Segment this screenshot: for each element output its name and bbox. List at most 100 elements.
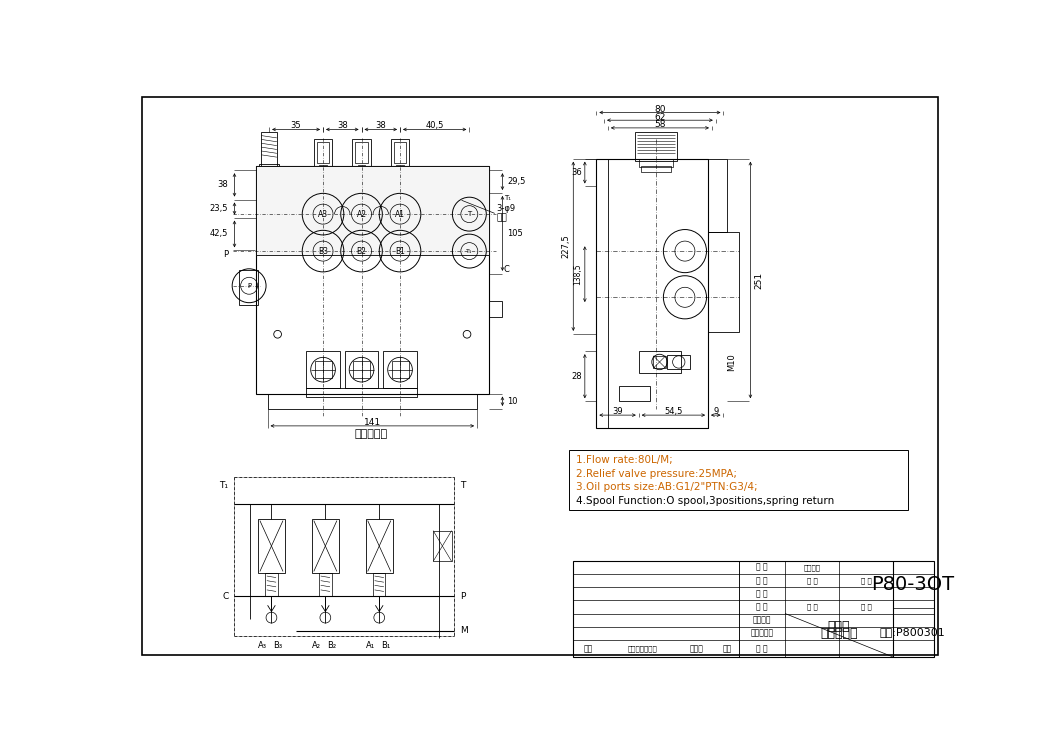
Text: P: P — [223, 250, 229, 259]
Bar — [708, 232, 739, 332]
Text: 比 例: 比 例 — [860, 577, 872, 584]
Bar — [234, 477, 454, 636]
Text: T₁: T₁ — [466, 249, 472, 253]
Bar — [259, 164, 279, 172]
Bar — [708, 159, 727, 232]
Text: 3.Oil ports size:AB:G1/2"PTN:G3/4;: 3.Oil ports size:AB:G1/2"PTN:G3/4; — [575, 483, 757, 492]
Text: 38: 38 — [375, 121, 386, 130]
Bar — [355, 142, 368, 163]
Bar — [394, 142, 406, 163]
Text: 通孔: 通孔 — [496, 214, 507, 223]
Text: 第 里: 第 里 — [860, 603, 872, 610]
Text: 日期: 日期 — [723, 644, 731, 653]
Text: 审 核: 审 核 — [756, 644, 767, 653]
Text: T: T — [467, 211, 471, 217]
Bar — [653, 356, 666, 368]
Text: 1.Flow rate:80L/M;: 1.Flow rate:80L/M; — [575, 454, 672, 465]
Bar — [312, 519, 339, 573]
Bar — [306, 351, 340, 388]
Bar — [366, 519, 393, 573]
Bar — [641, 165, 671, 172]
Bar — [573, 561, 934, 657]
Text: 4.Spool Function:O spool,3positions,spring return: 4.Spool Function:O spool,3positions,spri… — [575, 496, 834, 507]
Bar — [620, 386, 650, 402]
Bar — [383, 351, 417, 388]
Bar — [639, 351, 681, 372]
Text: B1: B1 — [395, 247, 405, 256]
Text: 251: 251 — [755, 271, 763, 288]
Bar — [391, 139, 409, 166]
Text: 39: 39 — [612, 407, 623, 416]
Text: A2: A2 — [356, 209, 367, 218]
Text: 38: 38 — [217, 180, 229, 189]
Bar — [256, 166, 489, 255]
Text: 设 计: 设 计 — [756, 562, 767, 571]
Text: 重 量: 重 量 — [806, 577, 817, 584]
Text: 227,5: 227,5 — [561, 235, 570, 259]
Bar — [319, 573, 332, 596]
Text: 58: 58 — [655, 121, 666, 130]
Bar — [261, 132, 277, 166]
Text: 42,5: 42,5 — [210, 229, 229, 238]
Text: M: M — [461, 627, 468, 635]
Text: 40,5: 40,5 — [426, 121, 444, 130]
Text: 35: 35 — [291, 121, 301, 130]
Text: 标记: 标记 — [584, 644, 593, 653]
Bar — [667, 355, 690, 369]
Text: B₁: B₁ — [380, 641, 390, 650]
Bar — [433, 530, 451, 562]
Bar — [314, 361, 332, 378]
Text: 制 图: 制 图 — [756, 576, 767, 585]
Bar — [268, 393, 477, 409]
Bar — [317, 142, 329, 163]
Bar — [373, 573, 386, 596]
Bar — [396, 165, 404, 168]
Text: 液压原理图: 液压原理图 — [354, 429, 387, 440]
Bar — [635, 132, 678, 161]
Bar — [357, 165, 366, 168]
Text: 更改内容和根据: 更改内容和根据 — [628, 645, 658, 652]
Bar — [569, 450, 909, 510]
Text: T: T — [461, 481, 466, 489]
Text: A1: A1 — [395, 209, 405, 218]
Text: C: C — [222, 592, 229, 600]
Bar — [314, 139, 332, 166]
Bar — [239, 270, 258, 305]
Text: 描 图: 描 图 — [756, 589, 767, 598]
Text: P80-3OT: P80-3OT — [872, 575, 955, 594]
Bar — [256, 166, 489, 393]
Text: B2: B2 — [356, 247, 367, 256]
Text: 141: 141 — [364, 417, 380, 427]
Text: T₁: T₁ — [504, 194, 511, 200]
Text: 29,5: 29,5 — [507, 177, 526, 186]
Bar — [306, 388, 417, 397]
Text: 3-φ9: 3-φ9 — [496, 204, 515, 213]
Text: P: P — [461, 592, 466, 600]
Text: 更改人: 更改人 — [689, 644, 703, 653]
Text: 共 里: 共 里 — [806, 603, 817, 610]
Text: P: P — [247, 283, 251, 289]
Text: M10: M10 — [726, 353, 736, 371]
Text: A₁: A₁ — [366, 641, 374, 650]
Text: 62: 62 — [655, 112, 665, 121]
Text: A3: A3 — [318, 209, 328, 218]
Text: 80: 80 — [655, 105, 666, 114]
Bar — [266, 573, 277, 596]
Text: A₂: A₂ — [312, 641, 320, 650]
Text: 外型尺寸图: 外型尺寸图 — [820, 627, 858, 640]
Text: B₂: B₂ — [327, 641, 336, 650]
Text: B3: B3 — [318, 247, 328, 256]
Bar — [639, 159, 674, 167]
Text: A₃: A₃ — [258, 641, 267, 650]
Text: 工艺检查: 工艺检查 — [753, 615, 772, 624]
Text: 标准化检查: 标准化检查 — [750, 629, 774, 638]
Text: B₃: B₃ — [273, 641, 282, 650]
Bar — [319, 165, 327, 168]
Text: 138,5: 138,5 — [572, 264, 582, 285]
Text: 2.Relief valve pressure:25MPA;: 2.Relief valve pressure:25MPA; — [575, 469, 737, 478]
Text: 54,5: 54,5 — [664, 407, 683, 416]
Text: 图纸标址: 图纸标址 — [803, 564, 820, 571]
Text: 多路阀: 多路阀 — [827, 621, 851, 633]
Text: 10: 10 — [507, 397, 518, 406]
Bar — [352, 139, 371, 166]
